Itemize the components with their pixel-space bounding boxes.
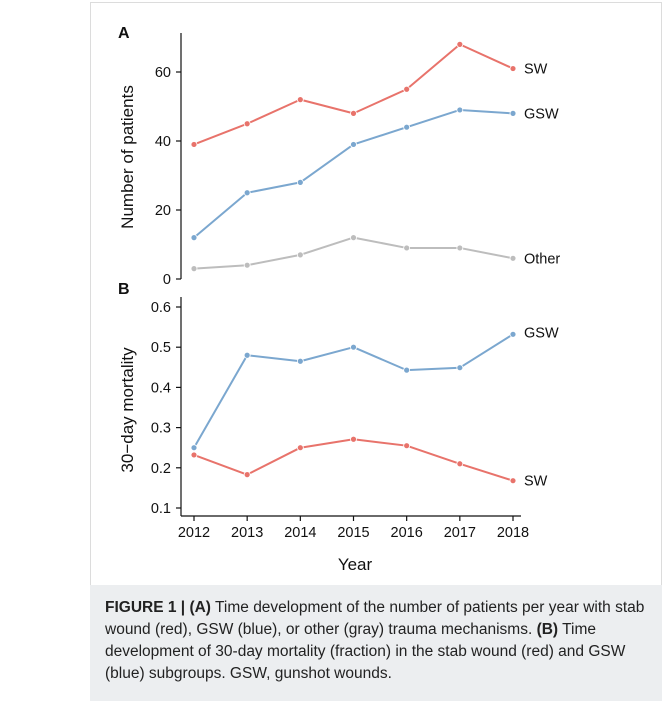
panel-a-point-gsw bbox=[456, 106, 464, 114]
panel-b-xtick-label: 2013 bbox=[231, 525, 263, 541]
panel-b-ytick-label: 0.2 bbox=[151, 461, 171, 477]
panel-b-point-gsw bbox=[350, 343, 357, 351]
panel-b: B 0.1 0.2 0.3 0.4 0.5 0.6 2012 2013 2014 2015 201… bbox=[118, 281, 559, 574]
panel-b-point-gsw bbox=[456, 364, 464, 372]
panel-a-point-other bbox=[509, 254, 517, 262]
caption-b-tag: (B) bbox=[536, 621, 559, 638]
caption-a-tag: (A) bbox=[189, 599, 211, 616]
panel-a-series-label-gsw: GSW bbox=[524, 106, 559, 122]
caption-b-text: Time development of 30-day mortality (fr… bbox=[105, 621, 626, 682]
panel-b-xtick-label: 2017 bbox=[444, 525, 476, 541]
panel-a-series-label-other: Other bbox=[524, 251, 560, 267]
panel-b-ytick-label: 0.4 bbox=[151, 380, 171, 396]
panel-a-ylabel: Number of patients bbox=[118, 85, 137, 229]
figure-caption: FIGURE 1 | (A) Time development of the n… bbox=[90, 585, 662, 701]
panel-b-point-gsw bbox=[190, 444, 198, 452]
panel-b-xtick-label: 2015 bbox=[337, 525, 369, 541]
panel-b-letter: B bbox=[118, 281, 130, 298]
panel-b-ytick-label: 0.5 bbox=[151, 340, 171, 356]
panel-a-ytick-label: 60 bbox=[155, 65, 171, 81]
panel-a-line-sw bbox=[193, 43, 514, 146]
panel-b-ytick-label: 0.6 bbox=[151, 300, 171, 316]
panel-a-point-sw bbox=[350, 110, 357, 117]
panel-b-ytick-label: 0.1 bbox=[151, 501, 171, 517]
panel-a-point-other bbox=[350, 234, 357, 242]
panel-b-xtick-label: 2012 bbox=[178, 525, 210, 541]
panel-b-point-gsw bbox=[403, 366, 411, 374]
panel-a-point-gsw bbox=[350, 141, 357, 148]
panel-a-ytick-label: 0 bbox=[163, 272, 171, 288]
panel-b-line-sw bbox=[193, 438, 514, 482]
panel-a-point-sw bbox=[456, 41, 464, 48]
panel-a-line-other bbox=[193, 236, 514, 270]
panel-a-point-other bbox=[456, 244, 464, 252]
panel-b-point-gsw bbox=[243, 351, 251, 359]
panel-a-point-gsw bbox=[190, 234, 198, 242]
panel-a-point-gsw bbox=[403, 123, 411, 131]
panel-b-point-sw bbox=[403, 442, 411, 450]
panel-a-point-sw bbox=[190, 141, 198, 148]
panel-b-point-sw bbox=[190, 451, 198, 459]
panel-b-point-sw bbox=[456, 460, 464, 468]
caption-a-text: Time development of the number of patien… bbox=[105, 599, 645, 638]
panel-a-point-other bbox=[403, 244, 411, 252]
panel-b-point-sw bbox=[296, 444, 304, 452]
panel-a-ytick-label: 40 bbox=[155, 134, 171, 150]
panel-b-xlabel: Year bbox=[338, 555, 373, 574]
panel-b-point-gsw bbox=[509, 330, 517, 338]
panel-a-point-sw bbox=[509, 65, 517, 72]
panel-b-point-sw bbox=[243, 471, 251, 479]
panel-a-point-gsw bbox=[509, 110, 517, 117]
panel-a-point-other bbox=[243, 261, 251, 269]
panel-b-xtick-label: 2014 bbox=[284, 525, 316, 541]
panel-b-xtick-label: 2016 bbox=[391, 525, 423, 541]
caption-label: FIGURE 1 | bbox=[105, 599, 186, 616]
panel-a-point-sw bbox=[403, 85, 411, 93]
panel-b-ylabel: 30−day mortality bbox=[118, 347, 137, 473]
panel-b-point-gsw bbox=[296, 357, 304, 365]
panel-b-series-label-gsw: GSW bbox=[524, 325, 559, 341]
panel-a-line-gsw bbox=[193, 108, 514, 239]
panel-a-series-label-sw: SW bbox=[524, 62, 548, 78]
figure-frame bbox=[90, 2, 662, 701]
panel-b-ytick-label: 0.3 bbox=[151, 421, 171, 437]
panel-a-ytick-label: 20 bbox=[155, 203, 171, 219]
panel-a-point-other bbox=[190, 265, 198, 273]
panel-a: A 0 20 40 60 Number of patients SW GSW Other bbox=[118, 25, 560, 288]
panel-a-point-sw bbox=[243, 120, 251, 128]
panel-b-xtick-label: 2018 bbox=[497, 525, 529, 541]
panel-b-point-sw bbox=[350, 435, 357, 443]
panel-a-letter: A bbox=[118, 25, 130, 42]
panel-a-point-gsw bbox=[296, 178, 304, 186]
panel-a-point-gsw bbox=[243, 189, 251, 197]
panel-b-line-gsw bbox=[193, 333, 514, 449]
panel-a-point-sw bbox=[296, 96, 304, 103]
panel-b-series-label-sw: SW bbox=[524, 474, 548, 490]
panel-b-point-sw bbox=[509, 477, 517, 485]
panel-a-point-other bbox=[296, 251, 304, 259]
